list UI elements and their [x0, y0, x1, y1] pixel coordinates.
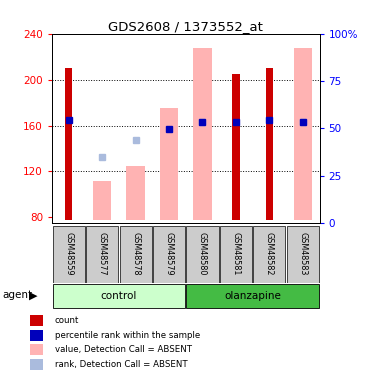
- Bar: [65, 68, 72, 220]
- Text: GSM48577: GSM48577: [98, 232, 107, 276]
- Bar: [30, 358, 44, 370]
- Bar: [86, 226, 118, 282]
- Bar: [126, 166, 145, 220]
- Text: agent: agent: [2, 291, 32, 300]
- Text: GSM48580: GSM48580: [198, 232, 207, 276]
- Bar: [294, 48, 312, 220]
- Text: control: control: [101, 291, 137, 301]
- Bar: [253, 226, 285, 282]
- Bar: [186, 226, 219, 282]
- Bar: [160, 108, 178, 220]
- Text: rank, Detection Call = ABSENT: rank, Detection Call = ABSENT: [55, 360, 187, 369]
- Bar: [153, 226, 185, 282]
- Text: GSM48578: GSM48578: [131, 232, 140, 276]
- Bar: [193, 48, 212, 220]
- Title: GDS2608 / 1373552_at: GDS2608 / 1373552_at: [108, 20, 263, 33]
- Text: GSM48579: GSM48579: [164, 232, 174, 276]
- Bar: [266, 68, 273, 220]
- Text: count: count: [55, 316, 79, 325]
- Bar: [232, 74, 239, 220]
- Text: GSM48583: GSM48583: [298, 232, 307, 276]
- Bar: [30, 315, 44, 326]
- Text: GSM48582: GSM48582: [265, 232, 274, 276]
- Text: GSM48581: GSM48581: [231, 232, 241, 276]
- Text: percentile rank within the sample: percentile rank within the sample: [55, 331, 200, 340]
- Text: ▶: ▶: [29, 291, 37, 300]
- Bar: [186, 284, 319, 308]
- Bar: [119, 226, 152, 282]
- Bar: [53, 226, 85, 282]
- Text: GSM48559: GSM48559: [64, 232, 73, 276]
- Text: value, Detection Call = ABSENT: value, Detection Call = ABSENT: [55, 345, 192, 354]
- Bar: [93, 181, 111, 220]
- Bar: [30, 344, 44, 355]
- Bar: [220, 226, 252, 282]
- Text: olanzapine: olanzapine: [224, 291, 281, 301]
- Bar: [287, 226, 319, 282]
- Bar: [30, 330, 44, 340]
- Bar: [53, 284, 185, 308]
